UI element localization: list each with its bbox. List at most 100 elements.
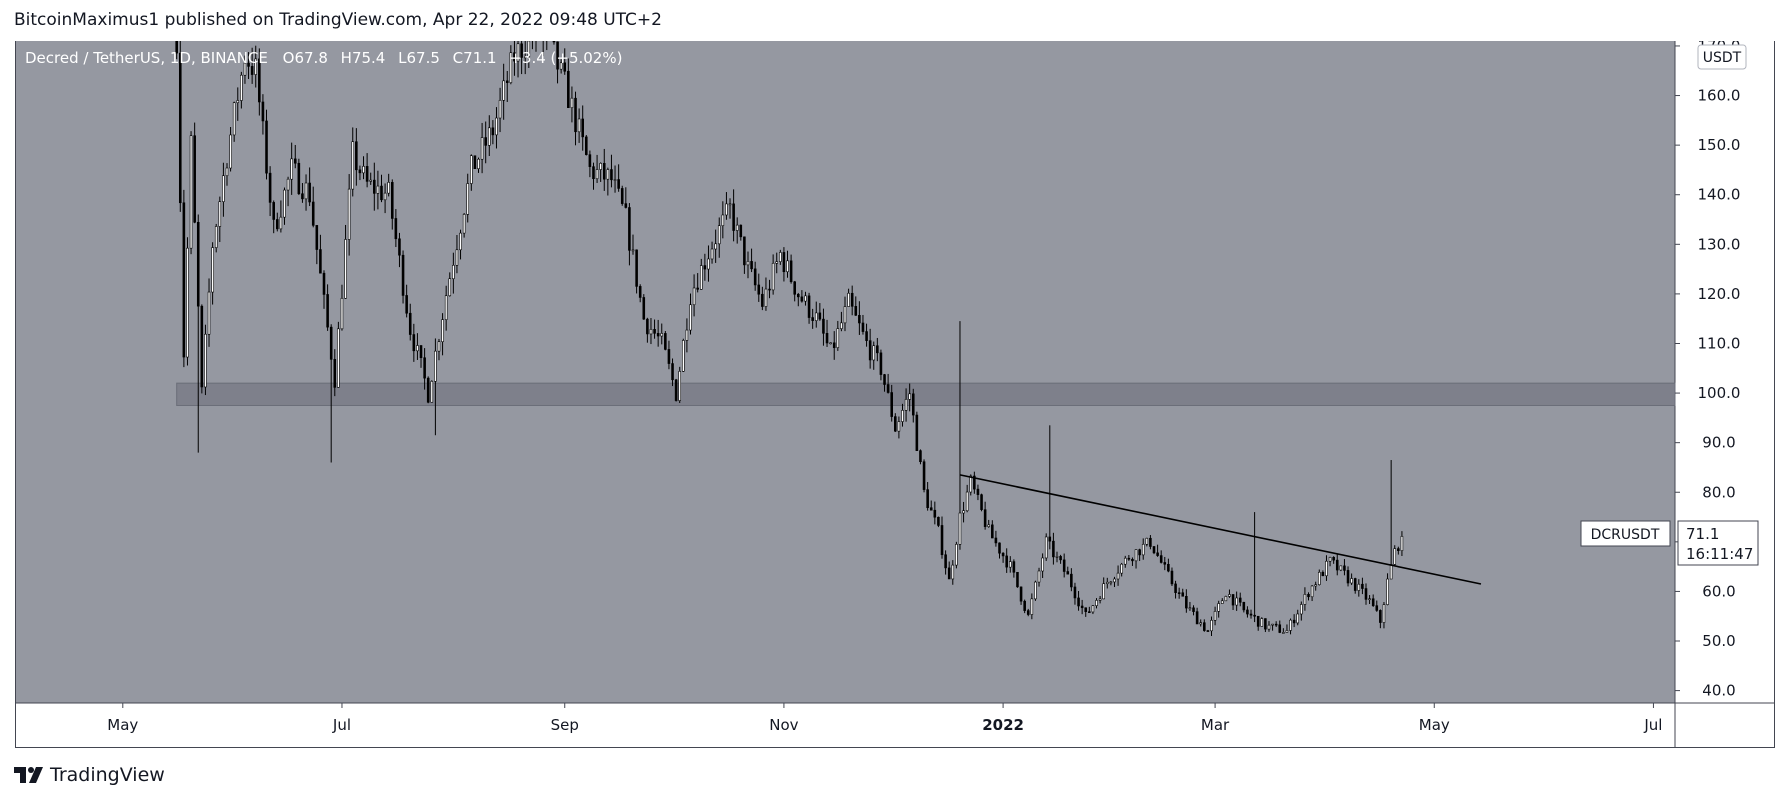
candle-body [872,345,876,361]
candle-body [940,525,944,556]
candle-body [617,179,620,189]
candle-body [886,384,890,393]
candle-body [1206,630,1210,632]
candle-body [509,52,513,83]
candle-body [933,509,937,518]
candle-body [1098,598,1102,601]
candle-body [326,294,329,328]
candle-body [1292,619,1296,624]
candle-body [847,292,850,307]
candle-body [1253,614,1256,617]
candle-body [455,249,459,266]
candle-body [196,221,200,307]
descending-trendline[interactable] [959,474,1482,585]
candle-body [613,179,617,181]
candle-body [423,357,426,379]
candle-body [383,192,387,201]
candle-body [1177,592,1181,594]
legend-high-value: 75.4 [352,49,385,67]
footer: TradingView [14,761,165,789]
candle-body [426,377,430,403]
plot-area[interactable] [15,41,1675,703]
chart[interactable]: 40.050.060.070.080.090.0100.0110.0120.01… [15,37,1775,748]
candle-body [761,293,764,307]
candle-body [365,166,369,182]
candle-body [1073,586,1077,599]
candle-body [1134,549,1138,562]
time-axis[interactable] [15,703,1775,748]
candle-body [771,262,775,291]
candle-body [1048,536,1052,542]
candle-body [322,272,326,295]
candle-body [189,135,193,249]
candle-body [624,203,628,208]
candle-body [944,554,947,569]
candle-body [919,450,922,463]
candle-body [337,328,340,388]
candle-body [559,62,563,70]
candle-body [656,333,660,337]
legend-open-value: 67.8 [294,49,327,67]
candle-body [1203,622,1206,631]
candle-body [1213,611,1217,621]
candle-body [308,182,311,203]
price-tick-label: 60.0 [1702,582,1735,600]
candle-body [642,297,646,320]
time-tick-label: Jul [1643,716,1662,734]
candle-body [1260,618,1264,627]
time-tick-label: May [1419,716,1450,734]
candle-body [667,349,671,364]
candle-body [606,169,610,180]
candle-body [268,172,272,203]
time-ticks: May Jul Sep Nov 2022 Mar May Jul [107,703,1662,734]
candle-body [721,214,725,227]
candle-body [671,363,674,381]
candle-body [1152,546,1156,554]
candle-body [574,97,577,133]
ticker-tag [1580,520,1671,547]
candle-body [1296,613,1300,624]
candle-body [340,297,344,330]
legend-low-label: L [398,49,407,67]
candle-body [1145,537,1149,545]
candle-body [714,243,717,250]
candle-body [552,40,556,43]
price-axis[interactable] [1675,41,1775,703]
candle-body [380,185,383,201]
candle-body [674,379,678,401]
candle-body [329,326,333,360]
candle-body [1310,585,1314,598]
legend-low-value: 67.5 [406,49,439,67]
candle-body [250,66,254,75]
candle-body [301,193,304,200]
candle-body [858,315,861,324]
candle-body [462,214,466,234]
price-tick-label: 50.0 [1702,632,1735,650]
candle-body [495,117,498,136]
candle-body [1131,558,1134,562]
candle-body [757,284,761,295]
price-tick-label: 80.0 [1702,483,1735,501]
candle-body [969,475,973,493]
candle-body [523,56,527,59]
price-tick-label: 140.0 [1698,186,1741,204]
candle-body [1217,603,1220,612]
candle-body [1235,597,1238,606]
candle-body [861,322,865,332]
currency-badge[interactable] [1697,44,1747,70]
candle-body [279,216,283,230]
candle-body [1163,562,1167,565]
candle-body [610,169,613,181]
candle-body [883,374,886,385]
candle-body [854,306,858,316]
candle-body [592,166,595,180]
candle-body [1066,571,1070,575]
candle-body [1246,609,1249,615]
chart-svg[interactable]: 40.050.060.070.080.090.0100.0110.0120.01… [15,37,1775,748]
price-tick-label: 100.0 [1698,384,1741,402]
candle-body [890,392,893,417]
candle-body [1077,597,1080,607]
candles [175,40,1404,636]
candle-body [717,225,721,245]
candle-body [1062,559,1066,572]
